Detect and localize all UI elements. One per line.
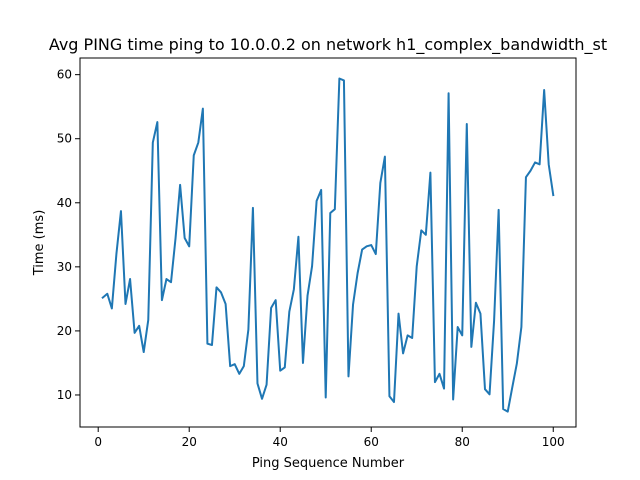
x-tick-label: 100	[542, 435, 565, 449]
y-axis-ticks: 10 20 30 40 50 60	[57, 68, 80, 402]
y-tick-label: 20	[57, 324, 72, 338]
y-tick-label: 60	[57, 68, 72, 82]
y-axis-label: Time (ms)	[32, 210, 47, 277]
x-axis-label: Ping Sequence Number	[252, 456, 405, 471]
y-tick-label: 30	[57, 260, 72, 274]
y-tick-label: 10	[57, 388, 72, 402]
y-tick-label: 50	[57, 132, 72, 146]
x-tick-label: 40	[273, 435, 288, 449]
x-tick-label: 80	[455, 435, 470, 449]
x-axis-ticks: 0 20 40 60 80 100	[94, 427, 565, 449]
y-tick-label: 40	[57, 196, 72, 210]
x-tick-label: 0	[94, 435, 102, 449]
chart-title: Avg PING time ping to 10.0.0.2 on networ…	[49, 35, 607, 55]
x-tick-label: 20	[182, 435, 197, 449]
plot-frame	[79, 57, 577, 428]
series-line	[101, 77, 555, 413]
plot-area	[79, 57, 577, 428]
x-tick-label: 60	[364, 435, 379, 449]
